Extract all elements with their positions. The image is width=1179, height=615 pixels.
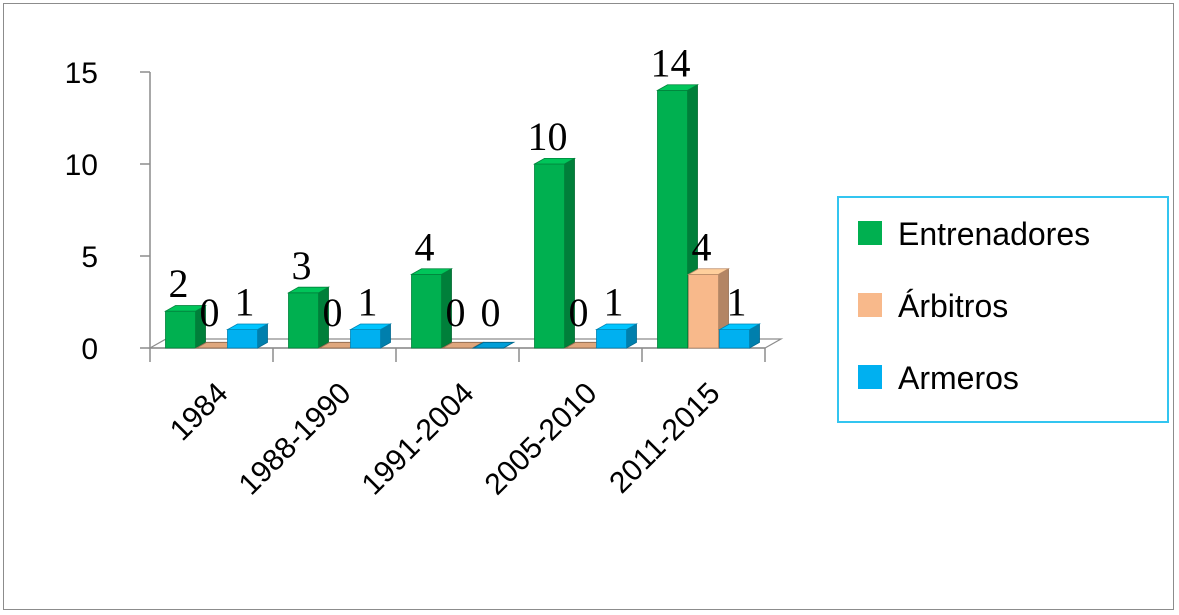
legend-label: Entrenadores [898,216,1090,252]
data-label: 1 [235,280,255,325]
bar-entrenadores-1 [286,286,331,349]
legend-item-2: Armeros [858,360,1019,396]
data-label: 4 [415,224,435,269]
legend-item-0: Entrenadores [858,216,1090,252]
data-label: 4 [692,224,712,269]
x-category-label: 1984 [164,377,235,448]
y-tick-label: 10 [65,149,98,182]
data-label: 14 [651,40,691,85]
bar-entrenadores-3 [532,157,577,349]
data-label: 0 [446,290,466,335]
y-tick-label: 15 [65,57,98,90]
bar-armeros-4 [717,323,762,349]
legend-swatch [858,293,882,317]
x-category-label: 1988-1990 [233,377,358,502]
data-label: 0 [481,290,501,335]
x-category-label: 2011-2015 [603,377,726,500]
y-tick-label: 5 [81,241,98,274]
legend-label: Armeros [898,360,1019,396]
legend-item-1: Árbitros [858,288,1008,324]
bar-entrenadores-0 [163,304,208,349]
data-label: 1 [604,280,624,325]
bar-armeros-1 [348,323,393,349]
data-label: 0 [569,290,589,335]
data-label: 0 [200,290,220,335]
bars [163,84,762,349]
data-label: 2 [169,261,189,306]
bar-armeros-2 [471,341,516,349]
legend-label: Árbitros [898,288,1008,324]
data-label: 1 [358,280,378,325]
bar-armeros-3 [594,323,639,349]
x-category-label: 2005-2010 [479,377,604,502]
legend-swatch [858,365,882,389]
data-label: 10 [528,114,568,159]
x-category-label: 1991-2004 [356,377,481,502]
bar-armeros-0 [225,323,270,349]
data-label: 0 [323,290,343,335]
y-tick-label: 0 [81,333,98,366]
legend-box [837,196,1169,423]
legend-swatch [858,221,882,245]
data-label: 3 [292,243,312,288]
bar-entrenadores-2 [409,268,454,349]
legend: Entrenadores Árbitros Armeros [837,196,1169,423]
data-label: 1 [727,280,747,325]
